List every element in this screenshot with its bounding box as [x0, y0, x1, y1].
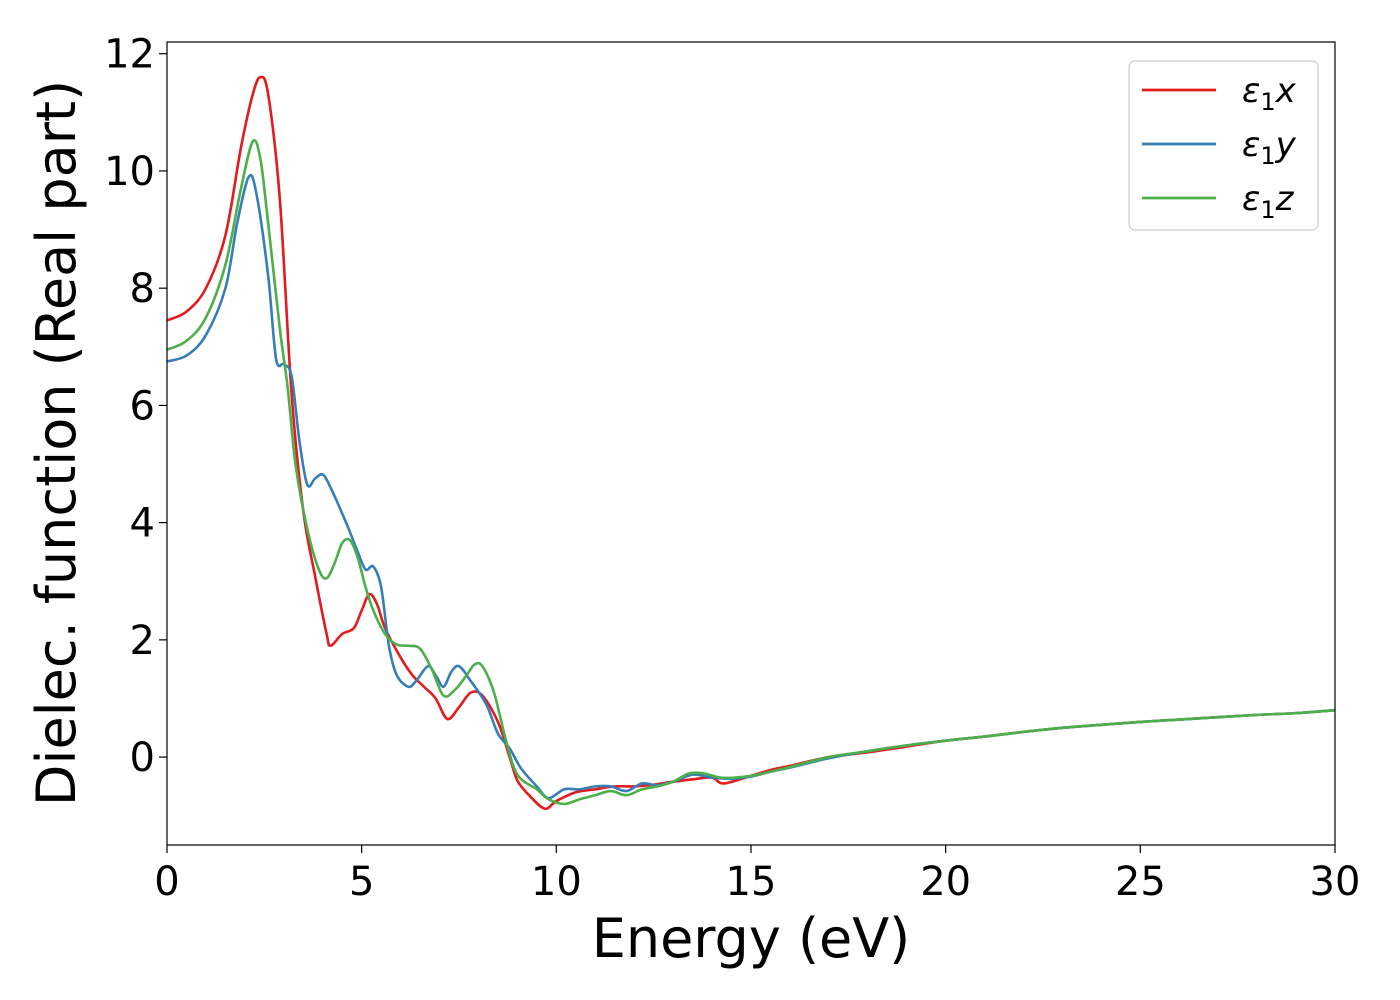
- y-tick-label: 2: [130, 618, 155, 664]
- x-axis-ticks: 0 5 10 15 20 25 30: [154, 845, 1360, 905]
- legend-label-x: ε1x: [1242, 71, 1297, 116]
- x-tick-label: 0: [154, 859, 179, 905]
- x-tick-label: 20: [920, 859, 971, 905]
- legend-label-z: ε1z: [1242, 179, 1295, 224]
- series-layer: [167, 75, 1335, 811]
- y-axis-ticks: 0 2 4 6 8 10 12: [104, 32, 167, 781]
- legend-label-y: ε1y: [1242, 125, 1297, 170]
- y-tick-label: 8: [130, 266, 155, 312]
- series-line-y: [167, 173, 1335, 800]
- legend: ε1x ε1y ε1z: [1128, 60, 1319, 231]
- x-tick-label: 10: [531, 859, 582, 905]
- x-tick-label: 30: [1310, 859, 1361, 905]
- x-axis-title: Energy (eV): [592, 907, 911, 970]
- y-tick-label: 6: [130, 383, 155, 429]
- y-tick-label: 0: [130, 735, 155, 781]
- y-axis-title: Dielec. function (Real part): [25, 80, 88, 806]
- series-line-z: [167, 139, 1335, 806]
- y-tick-label: 4: [130, 501, 155, 547]
- x-tick-label: 5: [349, 859, 374, 905]
- x-tick-label: 15: [726, 859, 777, 905]
- x-tick-label: 25: [1115, 859, 1166, 905]
- legend-box: [1128, 60, 1319, 231]
- y-tick-label: 10: [104, 149, 155, 195]
- y-tick-label: 12: [104, 32, 155, 78]
